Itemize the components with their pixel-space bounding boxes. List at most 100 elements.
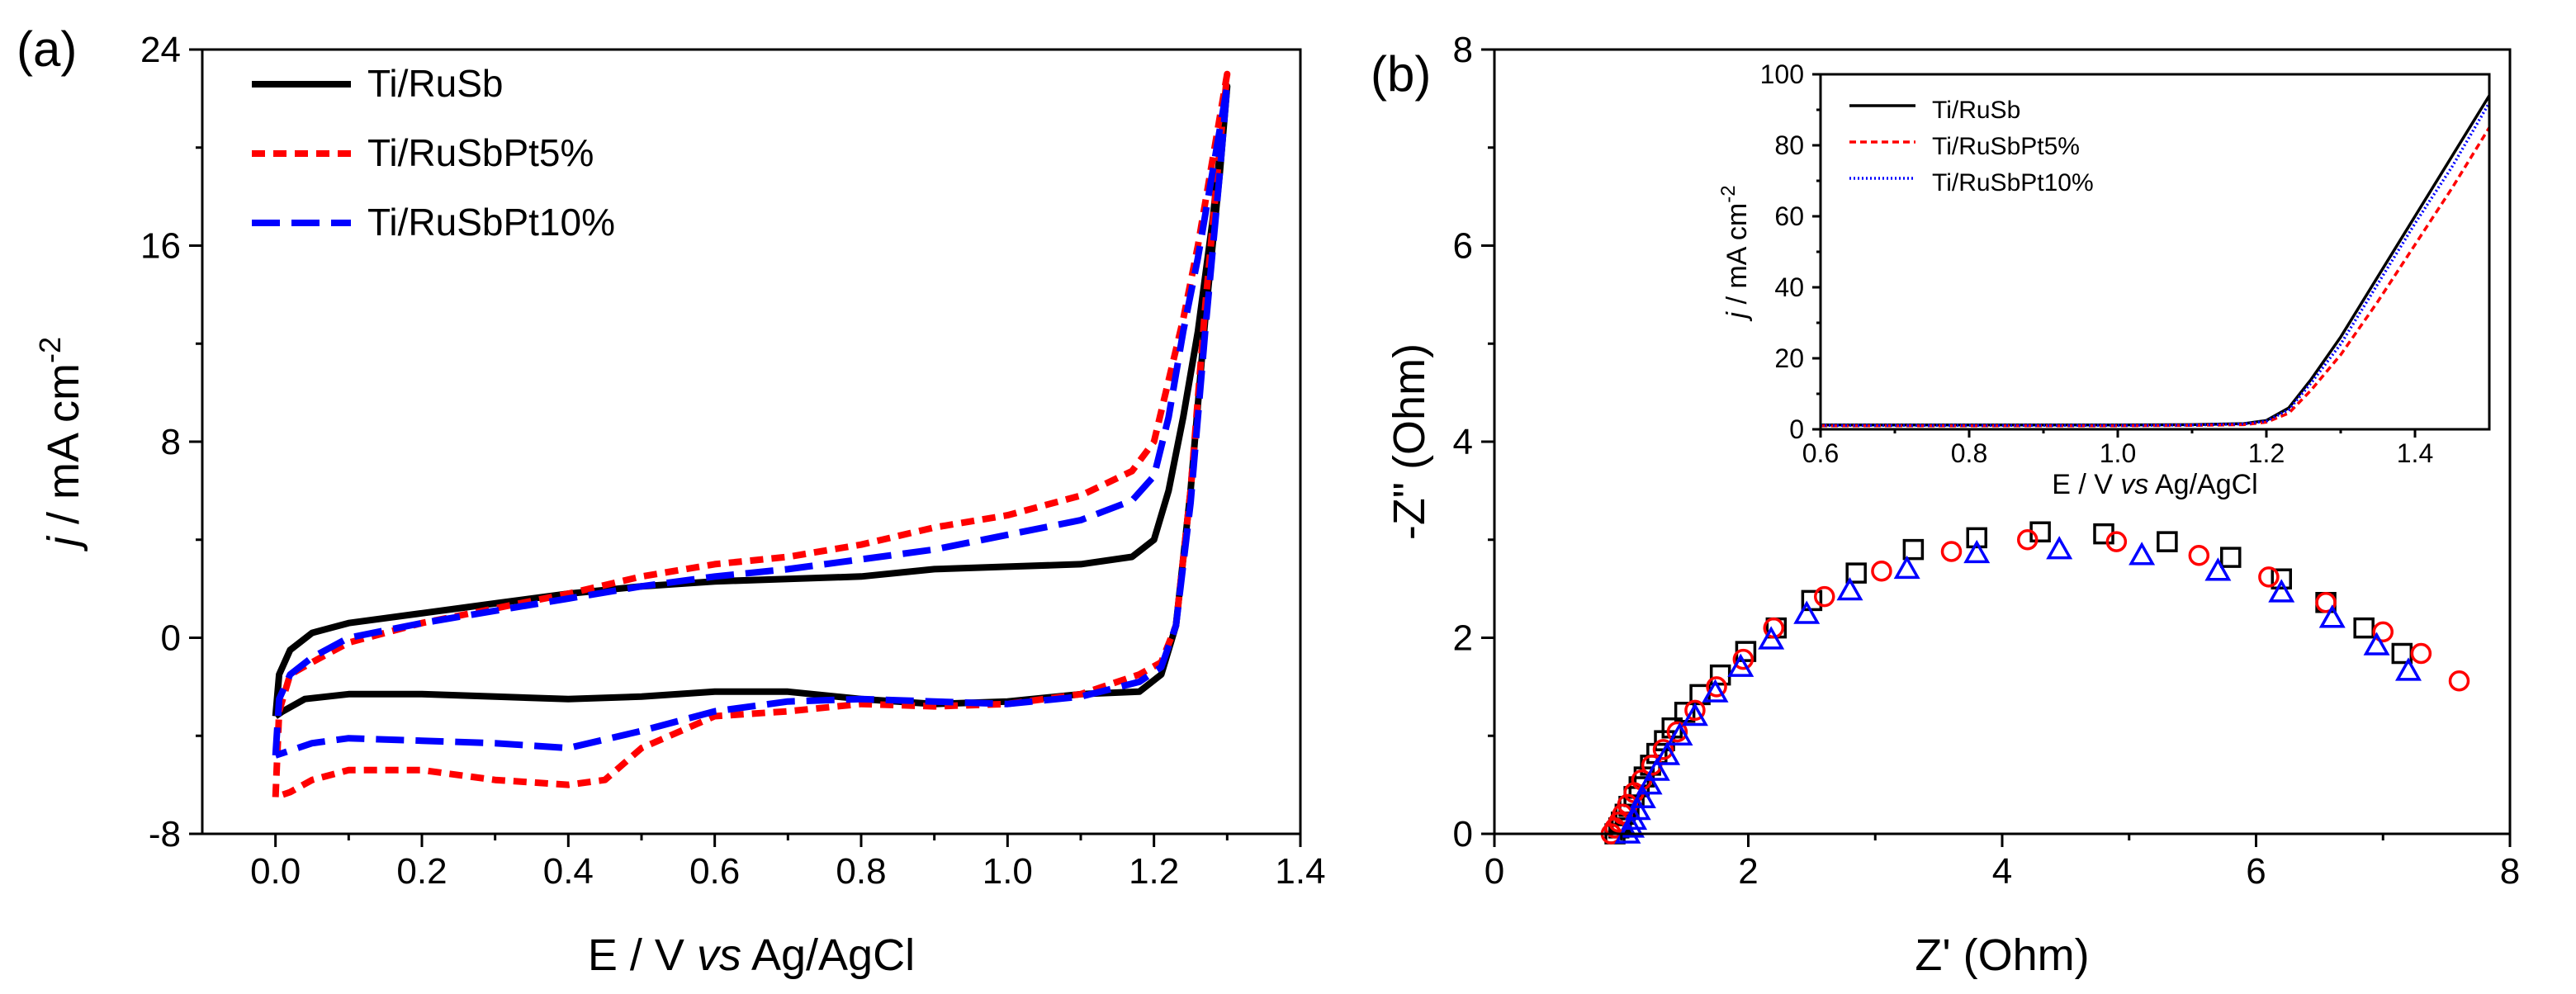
scatter-point-1 (1763, 617, 1784, 639)
scatter-point-1 (2188, 545, 2210, 566)
x-tick-label: 0 (1485, 851, 1504, 892)
x-tick-label: 0.8 (1951, 438, 1987, 468)
scatter-point-2 (1836, 576, 1863, 601)
series-line-2 (272, 83, 1231, 759)
scatter-point-0 (2271, 568, 2292, 589)
y-tick-label: 8 (1453, 30, 1473, 70)
scatter-point-2 (1681, 702, 1708, 727)
chart-inset-legend: Ti/RuSb Ti/RuSbPt5% Ti/RuSbPt10% (1849, 97, 2094, 196)
y-tick-label: 0 (161, 618, 181, 659)
scatter-point-1 (2372, 621, 2394, 643)
scatter-point-2 (2363, 632, 2390, 656)
x-tick-label: 1.2 (1129, 851, 1179, 892)
x-tick-label: 6 (2246, 851, 2266, 892)
y-tick-label: 0 (1789, 414, 1804, 444)
scatter-point-2 (1643, 757, 1670, 781)
scatter-point-2 (2268, 579, 2295, 603)
x-tick-label: 1.0 (2100, 438, 2136, 468)
legend-label-0: Ti/RuSb (367, 62, 503, 105)
scatter-point-2 (2204, 557, 2232, 581)
x-tick-label: 1.4 (2397, 438, 2433, 468)
chart-inset-background (1821, 74, 2489, 429)
chart-inset-ylabel: j / mA cm-2 (1717, 185, 1753, 321)
scatter-point-2 (1636, 771, 1663, 795)
series-line-2 (1821, 102, 2491, 428)
chart-a-legend: Ti/RuSb Ti/RuSbPt5% Ti/RuSbPt10% (252, 62, 615, 244)
scatter-point-0 (1902, 538, 1925, 561)
panel-a-label: (a) (17, 21, 77, 77)
x-tick-label: 0.6 (689, 851, 740, 892)
x-tick-label: 4 (1992, 851, 2012, 892)
scatter-point-0 (1966, 527, 1987, 549)
series-line-1 (1821, 126, 2491, 428)
y-tick-label: 4 (1453, 422, 1473, 462)
scatter-point-0 (1845, 562, 1867, 584)
scatter-point-2 (1666, 722, 1693, 746)
chart-inset-series (1821, 94, 2491, 428)
y-tick-label: 100 (1760, 59, 1804, 89)
chart-a-xlabel: E / V vs Ag/AgCl (588, 930, 915, 980)
scatter-point-2 (1793, 600, 1821, 624)
y-tick-label: 16 (140, 226, 181, 267)
scatter-point-1 (1814, 585, 1835, 608)
series-line-1 (272, 70, 1231, 801)
scatter-point-1 (1652, 739, 1674, 760)
scatter-point-1 (2315, 592, 2337, 613)
scatter-point-1 (1684, 699, 1706, 722)
scatter-point-2 (2395, 657, 2422, 681)
x-tick-label: 1.2 (2248, 438, 2285, 468)
y-tick-label: -8 (149, 814, 181, 854)
scatter-point-1 (2448, 670, 2470, 692)
chart-b-ylabel: -Z" (Ohm) (1385, 343, 1434, 540)
legend-label-0: Ti/RuSb (1932, 97, 2020, 124)
scatter-point-1 (2410, 642, 2432, 665)
chart-a-series (272, 70, 1231, 801)
scatter-point-2 (1963, 539, 1991, 564)
y-tick-label: 20 (1774, 343, 1804, 373)
scatter-point-1 (1732, 648, 1754, 670)
scatter-point-2 (2046, 536, 2073, 560)
scatter-point-1 (1666, 721, 1688, 743)
y-tick-label: 2 (1453, 618, 1473, 659)
scatter-point-1 (1871, 561, 1892, 582)
x-tick-label: 2 (1738, 851, 1758, 892)
scatter-point-0 (2157, 531, 2178, 552)
scatter-point-1 (1940, 541, 1963, 562)
legend-label-2: Ti/RuSbPt10% (1932, 169, 2094, 196)
x-tick-label: 1.0 (983, 851, 1033, 892)
chart-b-series (1600, 521, 2470, 845)
y-tick-label: 40 (1774, 272, 1804, 302)
x-tick-label: 0.4 (543, 851, 594, 892)
chart-inset-ticks: 0.6 0.8 1.0 1.2 1.4 0 20 40 60 80 100 (1760, 59, 2434, 468)
scatter-point-0 (2353, 617, 2375, 639)
chart-a: 0.0 0.2 0.4 0.6 0.8 1.0 1.2 1.4 -8 0 8 16 24 E / V v… (33, 30, 1326, 980)
chart-a-ticks: 0.0 0.2 0.4 0.6 0.8 1.0 1.2 1.4 -8 0 8 16 24 (140, 30, 1326, 892)
y-tick-label: 24 (140, 30, 181, 70)
scatter-point-1 (1617, 793, 1639, 816)
x-tick-label: 8 (2500, 851, 2520, 892)
legend-label-1: Ti/RuSbPt5% (1932, 133, 2080, 160)
scatter-point-1 (2105, 531, 2128, 552)
scatter-point-2 (1893, 555, 1920, 580)
y-tick-label: 60 (1774, 201, 1804, 231)
x-tick-label: 0.0 (250, 851, 301, 892)
y-tick-label: 6 (1453, 226, 1473, 267)
scatter-point-2 (2318, 604, 2346, 628)
y-tick-label: 80 (1774, 130, 1804, 160)
legend-label-2: Ti/RuSbPt10% (367, 201, 615, 244)
chart-inset: 0.6 0.8 1.0 1.2 1.4 0 20 40 60 80 100 E / V vs Ag/… (1717, 59, 2491, 500)
y-tick-label: 8 (161, 422, 181, 462)
chart-a-ylabel: j / mA cm-2 (33, 337, 88, 552)
x-tick-label: 1.4 (1275, 851, 1325, 892)
scatter-point-2 (1618, 814, 1646, 838)
scatter-point-2 (2129, 542, 2156, 566)
scatter-point-2 (1624, 796, 1651, 821)
scatter-point-2 (1758, 626, 1785, 650)
x-tick-label: 0.2 (396, 851, 447, 892)
x-tick-label: 0.6 (1802, 438, 1839, 468)
scatter-point-2 (1702, 679, 1729, 703)
chart-b-xlabel: Z' (Ohm) (1915, 930, 2089, 980)
panel-b-label: (b) (1371, 46, 1431, 102)
